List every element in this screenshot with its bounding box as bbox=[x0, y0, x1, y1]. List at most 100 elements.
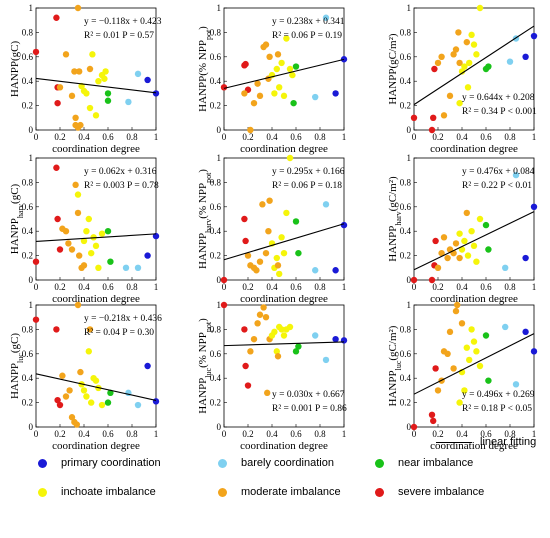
point-moderate bbox=[440, 234, 448, 241]
point-inchoate bbox=[461, 63, 468, 70]
y-tick-label: 0.2 bbox=[400, 101, 411, 111]
point-inchoate bbox=[280, 332, 288, 339]
x-tick-label: 0.6 bbox=[102, 282, 114, 292]
y-tick-label: 1 bbox=[407, 153, 412, 163]
point-near bbox=[107, 258, 114, 265]
x-tick-label: 0.8 bbox=[314, 132, 326, 142]
point-inchoate bbox=[468, 326, 475, 333]
legend: primary coordination barely coordination… bbox=[0, 436, 550, 538]
y-tick-label: 0.2 bbox=[22, 251, 33, 261]
point-primary bbox=[144, 76, 151, 84]
point-inchoate bbox=[92, 242, 100, 250]
equation-label: y = 0.238x + 0.341 bbox=[272, 17, 345, 27]
point-moderate bbox=[86, 65, 94, 73]
equation-label: y = 0.030x + 0.667 bbox=[272, 390, 345, 400]
x-tick-label: 0.4 bbox=[78, 429, 90, 439]
x-tick-label: 1 bbox=[532, 429, 537, 439]
point-inchoate bbox=[278, 234, 285, 241]
point-moderate bbox=[262, 41, 270, 48]
point-moderate bbox=[452, 46, 460, 53]
fit-line bbox=[223, 223, 345, 261]
plot-frame bbox=[223, 304, 345, 428]
point-inchoate bbox=[95, 264, 102, 271]
point-moderate bbox=[247, 126, 254, 134]
legend-item-severe: severe imbalance bbox=[375, 486, 484, 498]
legend-item-barely: barely coordination bbox=[218, 457, 334, 469]
y-tick-label: 1 bbox=[29, 3, 34, 13]
x-tick-label: 0 bbox=[222, 132, 227, 142]
point-primary bbox=[340, 221, 348, 229]
point-inchoate bbox=[88, 399, 95, 406]
y-tick-label: 0.4 bbox=[400, 226, 412, 236]
y-axis-label: HANPPharv(% NPPpot) bbox=[197, 169, 213, 269]
y-axis-label: HANPPluc(gC/m²) bbox=[387, 325, 403, 406]
point-severe bbox=[32, 316, 40, 323]
y-tick-label: 0 bbox=[407, 275, 412, 285]
legend-marker-primary bbox=[38, 458, 47, 468]
point-inchoate bbox=[278, 326, 285, 333]
y-tick-label: 1 bbox=[29, 153, 34, 163]
x-tick-label: 0.2 bbox=[432, 282, 443, 292]
point-severe bbox=[242, 237, 249, 245]
panel-a2: 0 0.2 0.4 0.6 0.8 1 0 0.2 0.4 0.6 0.8 1 coordination… bbox=[9, 153, 160, 305]
x-tick-label: 0 bbox=[412, 429, 417, 439]
y-tick-label: 0 bbox=[29, 125, 34, 135]
y-tick-label: 0.8 bbox=[400, 27, 412, 37]
point-moderate bbox=[434, 59, 442, 67]
point-moderate bbox=[458, 320, 466, 327]
point-primary bbox=[340, 337, 348, 344]
point-barely bbox=[322, 14, 330, 21]
point-inchoate bbox=[470, 41, 478, 48]
point-severe bbox=[54, 99, 61, 107]
legend-item-fit: linear fitting bbox=[436, 436, 536, 448]
point-moderate bbox=[463, 38, 470, 46]
scatter-figure: 0 0.2 0.4 0.6 0.8 100.20.40.60.81coordination… bbox=[9, 3, 538, 452]
point-moderate bbox=[86, 326, 94, 333]
legend-marker-severe bbox=[375, 487, 384, 497]
point-barely bbox=[506, 58, 514, 65]
y-tick-label: 1 bbox=[217, 153, 222, 163]
point-moderate bbox=[456, 59, 463, 67]
y-tick-label: 0 bbox=[407, 125, 412, 135]
point-inchoate bbox=[456, 99, 463, 107]
legend-label-barely: barely coordination bbox=[241, 457, 334, 469]
point-barely bbox=[512, 381, 520, 388]
point-moderate bbox=[76, 68, 83, 75]
point-moderate bbox=[264, 389, 271, 397]
legend-marker-barely bbox=[218, 458, 227, 468]
point-moderate bbox=[76, 252, 83, 259]
y-tick-label: 1 bbox=[217, 3, 222, 13]
x-tick-label: 0.6 bbox=[290, 282, 302, 292]
x-tick-label: 0.6 bbox=[102, 132, 114, 142]
point-moderate bbox=[77, 368, 84, 376]
y-tick-label: 1 bbox=[29, 300, 34, 310]
point-near bbox=[295, 249, 302, 257]
x-tick-label: 0.4 bbox=[266, 429, 278, 439]
x-tick-label: 0.2 bbox=[242, 132, 253, 142]
point-moderate bbox=[250, 99, 258, 107]
y-tick-label: 0.4 bbox=[22, 226, 34, 236]
point-inchoate bbox=[289, 71, 296, 79]
x-tick-label: 0.4 bbox=[456, 132, 468, 142]
point-primary bbox=[522, 254, 529, 262]
y-tick-label: 0 bbox=[407, 422, 412, 432]
point-severe bbox=[241, 215, 248, 223]
y-tick-label: 0.8 bbox=[400, 324, 412, 334]
y-tick-label: 0.2 bbox=[22, 101, 33, 111]
stats-label: R² = 0.04 P = 0.30 bbox=[84, 328, 154, 338]
point-inchoate bbox=[280, 92, 288, 100]
point-inchoate bbox=[271, 328, 278, 336]
point-severe bbox=[220, 84, 228, 91]
point-moderate bbox=[455, 29, 462, 36]
y-tick-label: 0.8 bbox=[210, 177, 222, 187]
point-inchoate bbox=[461, 387, 468, 394]
point-inchoate bbox=[92, 112, 100, 119]
point-moderate bbox=[72, 181, 79, 189]
point-severe bbox=[410, 114, 418, 122]
point-severe bbox=[430, 417, 437, 425]
x-tick-label: 0 bbox=[34, 282, 39, 292]
point-inchoate bbox=[273, 348, 280, 355]
point-moderate bbox=[77, 121, 84, 129]
equation-label: y = −0.118x + 0.423 bbox=[84, 17, 162, 27]
point-severe bbox=[54, 396, 61, 404]
